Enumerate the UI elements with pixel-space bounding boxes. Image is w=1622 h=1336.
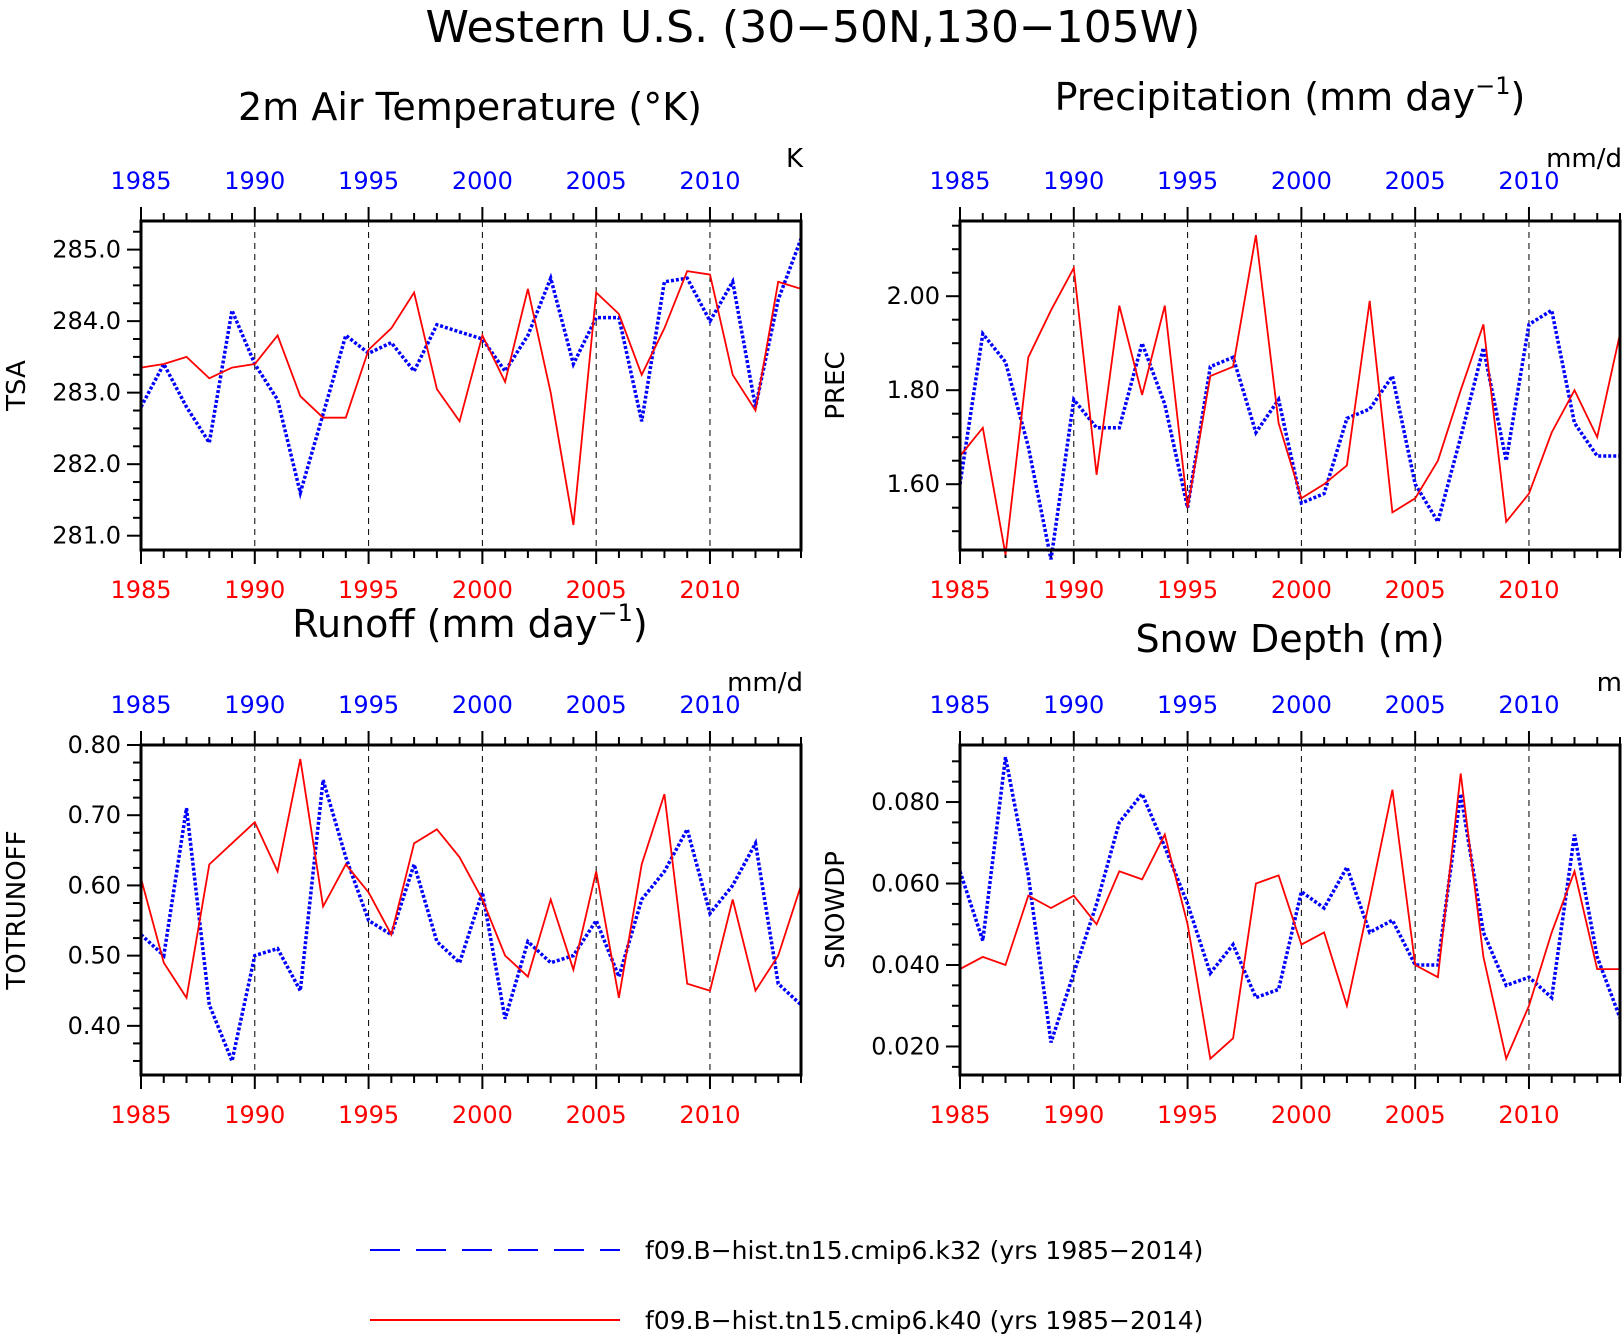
plot-frame	[958, 743, 1622, 1077]
plot-frame	[139, 743, 803, 1077]
y-axis-label: PREC	[821, 351, 851, 419]
panel-title: 2m Air Temperature (°K)	[238, 85, 702, 129]
x-tick-label-bottom: 2000	[1271, 576, 1332, 604]
x-tick-label-bottom: 2005	[566, 576, 627, 604]
x-tick-label-top: 2010	[1498, 167, 1559, 195]
x-tick-label-bottom: 2000	[1271, 1101, 1332, 1129]
x-tick-label-bottom: 2000	[452, 576, 513, 604]
x-tick-label-top: 1985	[929, 167, 990, 195]
x-tick-label-top: 2005	[566, 691, 627, 719]
y-tick-label: 281.0	[52, 522, 121, 550]
series-line-2	[959, 234, 1621, 555]
series-line-1	[958, 307, 1620, 560]
plot-frame	[139, 219, 803, 552]
y-tick-label: 0.080	[871, 788, 940, 816]
panel-title: Snow Depth (m)	[1135, 617, 1444, 661]
panel-title: Runoff (mm day−1)	[292, 599, 647, 646]
panel-3: Runoff (mm day−1) mm/d 1985 1985 1990 1990 199…	[2, 599, 803, 1129]
y-tick-label: 1.80	[887, 376, 940, 404]
x-tick-label-bottom: 1995	[338, 1101, 399, 1129]
series-line-1	[958, 756, 1622, 1043]
series-line-2	[140, 270, 802, 526]
panel-1: 2m Air Temperature (°K) K 1985 1985 1990 1990…	[2, 85, 804, 604]
y-tick-label: 285.0	[52, 236, 121, 264]
x-tick-label-bottom: 2010	[679, 576, 740, 604]
x-tick-label-top: 1990	[1043, 167, 1104, 195]
x-tick-label-bottom: 2010	[1498, 576, 1559, 604]
units-label: K	[786, 144, 804, 174]
x-tick-label-top: 2000	[452, 691, 513, 719]
x-tick-label-bottom: 2000	[452, 1101, 513, 1129]
x-tick-label-top: 2010	[679, 167, 740, 195]
x-tick-label-bottom: 1990	[224, 1101, 285, 1129]
x-tick-label-bottom: 1995	[338, 576, 399, 604]
x-tick-label-top: 2000	[1271, 167, 1332, 195]
x-tick-label-bottom: 1985	[929, 1101, 990, 1129]
x-tick-label-bottom: 2005	[1385, 576, 1446, 604]
series-line-2	[959, 773, 1620, 1062]
series-line-1	[139, 238, 803, 500]
plot-frame	[958, 219, 1622, 552]
x-tick-label-top: 1990	[224, 691, 285, 719]
units-label: mm/d	[727, 668, 803, 698]
x-tick-label-top: 2000	[1271, 691, 1332, 719]
y-axis-label: SNOWDP	[821, 851, 851, 969]
x-tick-label-bottom: 1985	[110, 1101, 171, 1129]
x-tick-label-top: 2010	[679, 691, 740, 719]
y-tick-label: 0.040	[871, 951, 940, 979]
x-tick-label-top: 2010	[1498, 691, 1559, 719]
y-tick-label: 283.0	[52, 379, 121, 407]
x-tick-label-bottom: 1990	[224, 576, 285, 604]
series-line-1	[139, 779, 803, 1067]
x-tick-label-top: 1995	[1157, 167, 1218, 195]
x-tick-label-top: 1985	[929, 691, 990, 719]
x-tick-label-top: 1990	[1043, 691, 1104, 719]
y-tick-label: 284.0	[52, 307, 121, 335]
y-tick-label: 0.80	[68, 731, 121, 759]
x-tick-label-bottom: 2010	[679, 1101, 740, 1129]
x-tick-label-top: 2005	[566, 167, 627, 195]
units-label: mm/d	[1546, 144, 1622, 174]
y-tick-label: 0.50	[68, 942, 121, 970]
y-tick-label: 0.020	[871, 1032, 940, 1060]
y-tick-label: 1.60	[887, 470, 940, 498]
x-tick-label-bottom: 1990	[1043, 576, 1104, 604]
series-line-2	[140, 758, 802, 1001]
x-tick-label-bottom: 1995	[1157, 1101, 1218, 1129]
x-tick-label-top: 2000	[452, 167, 513, 195]
x-tick-label-bottom: 1985	[929, 576, 990, 604]
y-tick-label: 0.70	[68, 801, 121, 829]
x-tick-label-top: 1995	[1157, 691, 1218, 719]
x-tick-label-top: 2005	[1385, 167, 1446, 195]
x-tick-label-top: 1985	[110, 691, 171, 719]
x-tick-label-bottom: 1990	[1043, 1101, 1104, 1129]
y-axis-label: TSA	[2, 360, 32, 412]
legend-label-series-2: f09.B−hist.tn15.cmip6.k40 (yrs 1985−2014…	[645, 1306, 1203, 1335]
y-tick-label: 282.0	[52, 450, 121, 478]
y-tick-label: 2.00	[887, 282, 940, 310]
legend-label-series-1: f09.B−hist.tn15.cmip6.k32 (yrs 1985−2014…	[645, 1236, 1203, 1265]
units-label: m	[1597, 668, 1622, 698]
x-tick-label-top: 1995	[338, 691, 399, 719]
x-tick-label-top: 1995	[338, 167, 399, 195]
x-tick-label-bottom: 2010	[1498, 1101, 1559, 1129]
x-tick-label-bottom: 2005	[566, 1101, 627, 1129]
y-tick-label: 0.060	[871, 870, 940, 898]
y-axis-label: TOTRUNOFF	[2, 830, 32, 990]
panel-title: Precipitation (mm day−1)	[1055, 72, 1526, 119]
panel-2: Precipitation (mm day−1) mm/d 1985 1985 1990…	[821, 72, 1622, 604]
legend: f09.B−hist.tn15.cmip6.k32 (yrs 1985−2014…	[370, 1236, 1203, 1335]
x-tick-label-top: 1985	[110, 167, 171, 195]
x-tick-label-top: 2005	[1385, 691, 1446, 719]
figure-title: Western U.S. (30−50N,130−105W)	[426, 2, 1201, 53]
y-tick-label: 0.60	[68, 871, 121, 899]
panel-4: Snow Depth (m) m 1985 1985 1990 1990 1995 1995 2…	[821, 617, 1622, 1129]
x-tick-label-top: 1990	[224, 167, 285, 195]
y-tick-label: 0.40	[68, 1012, 121, 1040]
x-tick-label-bottom: 1985	[110, 576, 171, 604]
x-tick-label-bottom: 2005	[1385, 1101, 1446, 1129]
x-tick-label-bottom: 1995	[1157, 576, 1218, 604]
